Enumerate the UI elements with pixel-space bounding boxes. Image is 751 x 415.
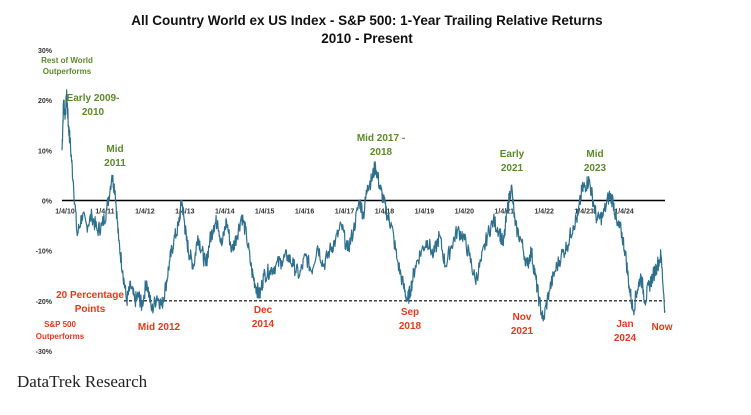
annotation-label: Early 2009- [67,93,120,104]
annotation-label: Mid 2017 - [357,133,405,144]
relative-returns-line [61,89,666,322]
annotation-label: Outperforms [43,67,92,76]
x-tick-label: 1/4/16 [295,209,315,216]
annotation-label: S&P 500 [44,320,76,329]
x-tick-label: 1/4/11 [95,209,114,216]
annotation-label: 2018 [399,321,422,332]
chart-title: All Country World ex US Index - S&P 500:… [131,13,602,28]
annotation-label: Sep [401,307,419,318]
annotation-label: Now [651,322,672,333]
annotation-label: Points [75,304,106,315]
x-tick-label: 1/4/23 [574,209,594,216]
x-tick-label: 1/4/18 [375,209,395,216]
x-tick-label: 1/4/13 [175,209,195,216]
y-tick-label: 20% [38,98,53,105]
y-tick-label: -20% [36,299,53,306]
annotation-label: 2021 [501,163,524,174]
y-tick-label: 10% [38,148,53,155]
x-tick-label: 1/4/19 [415,209,435,216]
y-tick-label: 0% [42,199,53,206]
annotation-label: 2024 [614,333,637,344]
x-tick-label: 1/4/22 [534,209,554,216]
y-tick-label: -30% [36,349,53,356]
y-tick-label: 30% [38,48,53,55]
annotation-label: Early [500,149,525,160]
x-tick-label: 1/4/12 [135,209,155,216]
annotation-label: Rest of World [41,56,93,65]
series-layer [61,89,666,322]
annotation-label: Mid 2012 [138,322,181,333]
annotation-label: Mid [586,149,603,160]
y-tick-label: -10% [36,249,53,256]
annotation-label: 2021 [511,326,534,337]
chart-subtitle: 2010 - Present [321,31,413,46]
x-tick-label: 1/4/15 [255,209,275,216]
reference-lines [62,199,665,302]
annotation-label: Dec [254,305,273,316]
annotation-label: Jan [616,319,633,330]
annotation-label: Outperforms [36,332,85,341]
x-tick-label: 1/4/21 [495,209,515,216]
annotation-label: 2011 [104,158,126,169]
x-tick-label: 1/4/20 [455,209,475,216]
annotation-label: 2023 [584,163,607,174]
axes: 30% 20% 10% 0% -10% -20% -30% 1/4/10 1/4/11 1/4/1… [36,48,634,356]
x-tick-label: 1/4/10 [55,209,75,216]
annotation-label: 2014 [252,319,275,330]
annotation-label: 20 Percentage [56,290,124,301]
x-tick-label: 1/4/14 [215,209,235,216]
annotation-label: 2010 [82,107,105,118]
annotation-label: 2018 [370,147,393,158]
x-tick-label: 1/4/24 [614,209,634,216]
annotation-label: Nov [513,312,532,323]
x-tick-label: 1/4/17 [335,209,355,216]
annotation-label: Mid [106,144,123,155]
credit-text: DataTrek Research [17,372,148,391]
annotations: Rest of World Outperforms Early 2009- 2010 M… [36,56,673,344]
